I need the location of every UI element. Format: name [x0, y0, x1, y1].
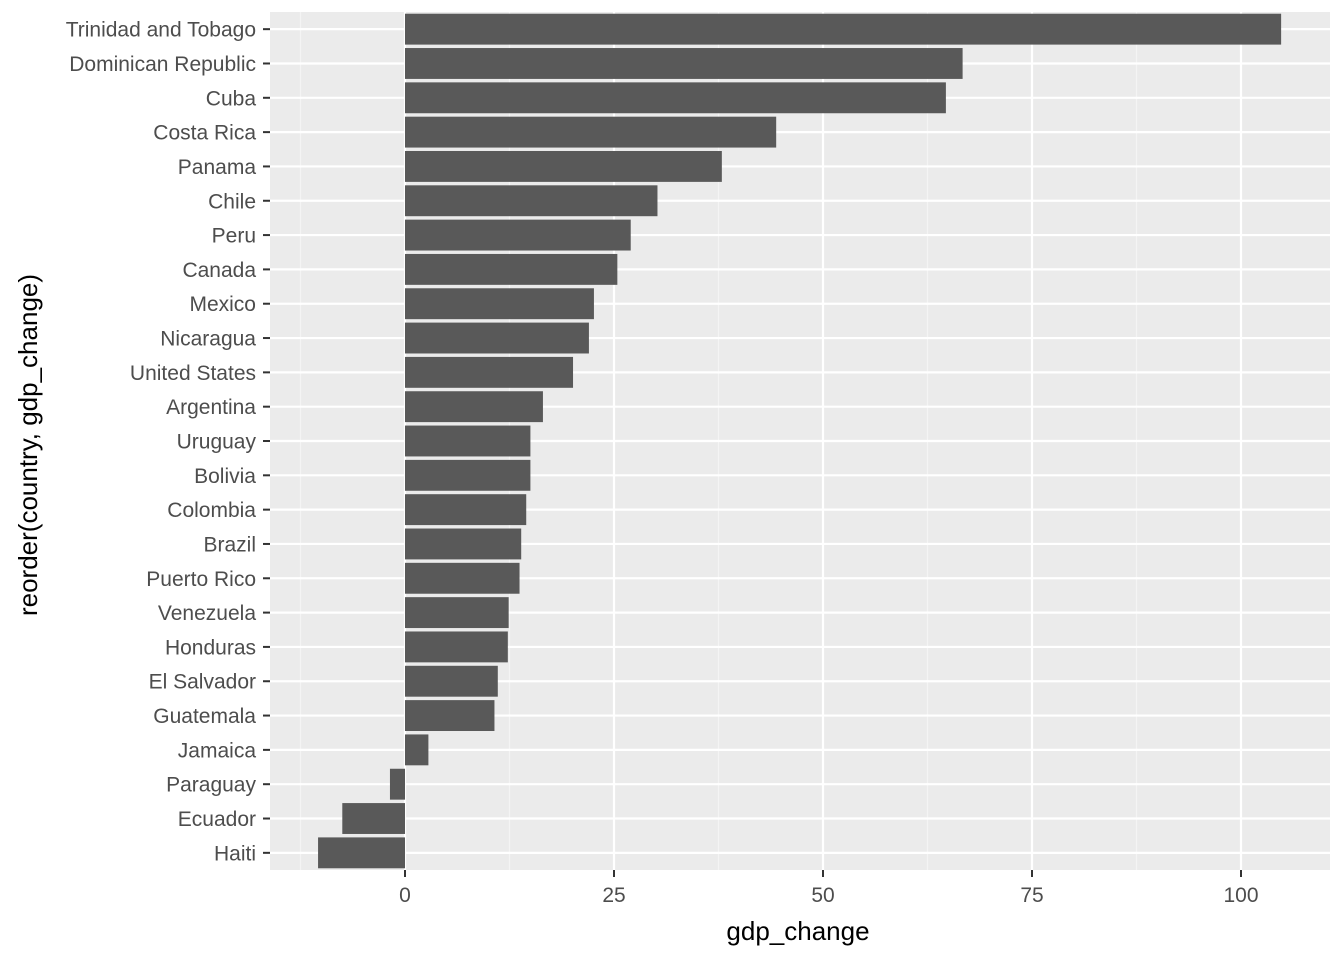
x-tick-label: 0 [399, 884, 411, 907]
bar-canada [405, 253, 618, 285]
bar-peru [405, 219, 631, 251]
y-tick-label: Dominican Republic [69, 53, 256, 76]
bar-costa-rica [405, 116, 777, 148]
bar-dominican-republic [405, 48, 963, 79]
x-tick-label: 75 [1020, 884, 1043, 907]
bar-argentina [405, 391, 543, 423]
y-tick-label: Uruguay [177, 431, 257, 454]
bar-colombia [405, 494, 527, 526]
y-tick-label: Venezuela [158, 602, 256, 625]
bar-puerto-rico [405, 562, 520, 594]
y-tick-label: Ecuador [178, 808, 256, 831]
y-tick-label: United States [130, 362, 256, 385]
y-tick-label: Guatemala [153, 705, 256, 728]
bar-trinidad-and-tobago [405, 13, 1282, 45]
bar-uruguay [405, 425, 531, 457]
bar-honduras [405, 631, 508, 663]
bar-jamaica [405, 734, 429, 766]
bar-panama [405, 150, 722, 182]
x-tick-label: 50 [811, 884, 834, 907]
y-tick-label: Puerto Rico [146, 568, 256, 591]
bar-ecuador [342, 803, 405, 834]
bar-haiti [318, 837, 405, 869]
bar-paraguay [389, 768, 405, 800]
y-tick-label: Cuba [206, 87, 257, 110]
y-tick-label: Jamaica [178, 739, 257, 762]
bar-united-states [405, 356, 574, 388]
y-tick-label: Honduras [165, 636, 256, 659]
bar-venezuela [405, 597, 509, 629]
y-tick-label: Mexico [189, 293, 256, 316]
x-tick-label: 100 [1223, 884, 1258, 907]
y-tick-label: Canada [182, 259, 256, 282]
bar-chile [405, 185, 658, 217]
x-tick-label: 25 [602, 884, 625, 907]
bar-nicaragua [405, 322, 589, 354]
y-tick-label: Argentina [166, 396, 256, 419]
bar-mexico [405, 288, 594, 320]
y-axis: Trinidad and Tobago Dominican Republic Cub… [66, 19, 270, 865]
x-axis-title: gdp_change [726, 916, 869, 946]
bar-el-salvador [405, 665, 498, 697]
y-tick-label: Bolivia [194, 465, 256, 488]
x-axis: 0 25 50 75 100 [399, 870, 1259, 907]
bar-bolivia [405, 459, 531, 491]
y-tick-label: Brazil [203, 533, 256, 556]
y-tick-label: Paraguay [166, 774, 256, 797]
bars [318, 13, 1282, 869]
y-tick-label: Costa Rica [153, 122, 256, 145]
bar-brazil [405, 528, 522, 560]
y-tick-label: El Salvador [149, 671, 256, 694]
y-tick-label: Colombia [167, 499, 256, 522]
bar-guatemala [405, 700, 495, 732]
y-tick-label: Haiti [214, 842, 256, 865]
y-tick-label: Panama [178, 156, 257, 179]
y-tick-label: Peru [212, 225, 256, 248]
y-tick-label: Trinidad and Tobago [66, 19, 256, 42]
y-tick-label: Nicaragua [160, 328, 256, 351]
bar-cuba [405, 82, 946, 114]
y-axis-title: reorder(country, gdp_change) [13, 274, 43, 616]
y-tick-label: Chile [208, 190, 256, 213]
